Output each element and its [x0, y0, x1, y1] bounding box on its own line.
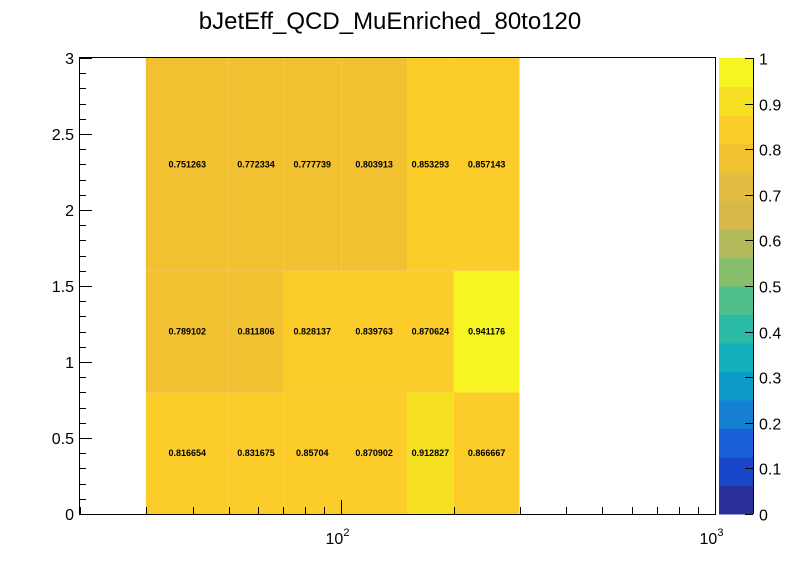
color-scale-bar: 0 0.1 0.2 0.3 0.4 0.5 0.6 0.7 0.8 0.9 1	[719, 52, 781, 525]
colorbar-swatch	[719, 314, 753, 344]
heatmap-cell	[228, 58, 284, 271]
cell-value-label: 0.816654	[169, 448, 207, 458]
cell-value-label: 0.803913	[355, 159, 393, 169]
heatmap-cell	[283, 58, 342, 271]
colorbar-swatch	[719, 371, 753, 401]
heatmap-cell	[407, 270, 454, 393]
colorbar-swatch	[719, 400, 753, 429]
colorbar-swatch	[719, 286, 753, 315]
colorbar-tick-label: 0.6	[759, 234, 781, 251]
y-tick-label: 0	[65, 507, 74, 524]
heatmap-cell	[341, 392, 408, 514]
colorbar-tick-label: 0.5	[759, 280, 781, 297]
x-axis: 102 103	[80, 500, 724, 548]
cell-value-label: 0.777739	[294, 159, 332, 169]
y-tick-label: 2.5	[52, 127, 74, 144]
y-tick-label: 2	[65, 203, 74, 220]
colorbar-tick-label: 0.4	[759, 326, 781, 343]
heatmap-cell	[341, 58, 408, 271]
cell-value-label: 0.912827	[412, 448, 450, 458]
heatmap-cell	[145, 392, 229, 514]
colorbar-swatch	[719, 200, 753, 230]
heatmap-cell	[145, 270, 229, 393]
heatmap-cell	[453, 270, 520, 393]
chart-title: bJetEff_QCD_MuEnriched_80to120	[199, 8, 581, 35]
heatmap-cell	[407, 392, 454, 514]
colorbar-swatch	[719, 58, 753, 87]
cell-value-label: 0.828137	[294, 327, 332, 337]
colorbar-swatch	[719, 86, 753, 116]
colorbar-swatch	[719, 143, 753, 173]
heatmap-cell	[453, 392, 520, 514]
cell-value-label: 0.751263	[169, 159, 207, 169]
cell-value-label: 0.811806	[238, 327, 275, 337]
colorbar-swatch	[719, 257, 753, 287]
colorbar-tick-label: 0.2	[759, 417, 781, 434]
colorbar-tick-label: 0.7	[759, 189, 781, 206]
colorbar-swatch	[719, 457, 753, 486]
heatmap-cell	[283, 270, 342, 393]
heatmap-cell	[228, 270, 284, 393]
y-tick-label: 1	[65, 355, 74, 372]
heatmap-cell	[453, 58, 520, 271]
cell-value-label: 0.772334	[237, 159, 275, 169]
cell-value-label: 0.941176	[468, 327, 505, 337]
heatmap-cell	[341, 270, 408, 393]
cell-value-label: 0.853293	[412, 159, 450, 169]
heatmap-cell	[407, 58, 454, 271]
cell-value-label: 0.85704	[296, 448, 329, 458]
heatmap-cell	[228, 392, 284, 514]
colorbar-swatch	[719, 229, 753, 258]
colorbar-swatch	[719, 343, 753, 372]
colorbar-tick-label: 0	[759, 508, 768, 525]
cell-value-label: 0.789102	[169, 327, 207, 337]
heatmap-cell	[145, 58, 229, 271]
cell-value-labels: 0.816654 0.831675 0.85704 0.870902 0.912827 0…	[169, 159, 506, 458]
colorbar-swatch	[719, 485, 753, 515]
colorbar-swatch	[719, 428, 753, 458]
colorbar-tick-label: 0.9	[759, 98, 781, 115]
colorbar-tick-label: 0.8	[759, 143, 781, 160]
colorbar-swatch	[719, 172, 753, 201]
y-tick-label: 1.5	[52, 279, 74, 296]
y-axis: 0 0.5 1 1.5 2 2.5 3	[52, 51, 92, 524]
y-tick-label: 3	[65, 51, 74, 68]
colorbar-tick-label: 1	[759, 52, 768, 69]
cell-value-label: 0.870624	[412, 327, 450, 337]
colorbar-tick-label: 0.3	[759, 371, 781, 388]
cell-value-label: 0.870902	[355, 448, 393, 458]
colorbar-tick-label: 0.1	[759, 462, 781, 479]
x-tick-label: 102	[326, 527, 350, 548]
x-tick-label: 103	[700, 527, 724, 548]
heatmap-cell	[283, 392, 342, 514]
cell-value-label: 0.866667	[468, 448, 506, 458]
cell-value-label: 0.839763	[355, 327, 393, 337]
cell-value-label: 0.831675	[237, 448, 275, 458]
cell-value-label: 0.857143	[468, 159, 506, 169]
colorbar-swatch	[719, 115, 753, 144]
heatmap-cells	[145, 58, 520, 514]
plot-frame	[79, 57, 716, 515]
y-tick-label: 0.5	[52, 431, 74, 448]
